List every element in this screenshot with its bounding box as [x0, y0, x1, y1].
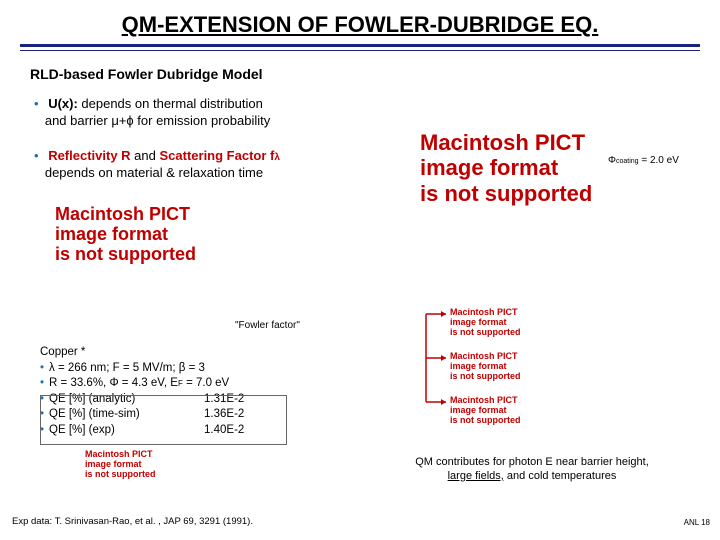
page-title: QM-EXTENSION OF FOWLER-DUBRIDGE EQ.: [0, 12, 720, 38]
bottom-line2b: and cold temperatures: [504, 470, 617, 482]
bottom-line2a: large fields,: [448, 470, 504, 482]
pict-placeholder-bottom: Macintosh PICT image format is not suppo…: [85, 450, 156, 480]
copper-highlight-box: [40, 395, 287, 445]
arrow-icon: [420, 306, 450, 436]
page-number: ANL 18: [684, 518, 710, 527]
bottom-line1: QM contributes for photon E near barrier…: [415, 456, 649, 468]
bullet-dot-icon: •: [40, 377, 44, 389]
phi-rest: = 2.0 eV: [639, 155, 679, 166]
title-rule: [20, 44, 700, 51]
copper-l1: λ = 266 nm; F = 5 MV/m; β = 3: [49, 362, 205, 374]
phi-symbol: Φ: [608, 155, 616, 166]
subtitle: RLD-based Fowler Dubridge Model: [30, 66, 263, 82]
phi-coating-label: Φcoating = 2.0 eV: [608, 155, 679, 166]
bottom-note: QM contributes for photon E near barrier…: [362, 456, 702, 484]
bullet-2: • Reflectivity R and Scattering Factor f…: [34, 148, 394, 182]
pict-placeholder-small-3: Macintosh PICT image format is not suppo…: [450, 396, 521, 426]
bullet-dot-icon: •: [40, 362, 44, 374]
bullet1-line2: and barrier μ+ϕ for emission probability: [45, 113, 270, 128]
copper-l2: R = 33.6%, Φ = 4.3 eV, E: [49, 377, 178, 389]
pict-placeholder-small-1: Macintosh PICT image format is not suppo…: [450, 308, 521, 338]
bullet2-line2: depends on material & relaxation time: [45, 165, 263, 180]
exp-data-citation: Exp data: T. Srinivasan-Rao, et al. , JA…: [12, 516, 253, 527]
bullet1-pre: U(x):: [48, 96, 78, 111]
bullet2-mid: and: [131, 148, 160, 163]
bullet-1: • U(x): depends on thermal distribution …: [34, 96, 374, 130]
bullet2-sub: λ: [274, 152, 280, 163]
phi-sub: coating: [616, 158, 639, 165]
bullet2-red2: Scattering Factor f: [159, 148, 274, 163]
pict-placeholder-small-2: Macintosh PICT image format is not suppo…: [450, 352, 521, 382]
bullet2-red1: Reflectivity R: [48, 148, 130, 163]
fowler-factor-label: "Fowler factor": [235, 320, 300, 331]
bullet-dot-icon: •: [34, 96, 39, 111]
copper-title: Copper *: [40, 345, 360, 361]
bullet-dot-icon: •: [34, 148, 39, 163]
bullet1-rest: depends on thermal distribution: [78, 96, 263, 111]
pict-placeholder-mid: Macintosh PICT image format is not suppo…: [55, 205, 285, 264]
pict-placeholder-large: Macintosh PICT image format is not suppo…: [420, 130, 710, 206]
copper-l2rest: = 7.0 eV: [183, 377, 229, 389]
